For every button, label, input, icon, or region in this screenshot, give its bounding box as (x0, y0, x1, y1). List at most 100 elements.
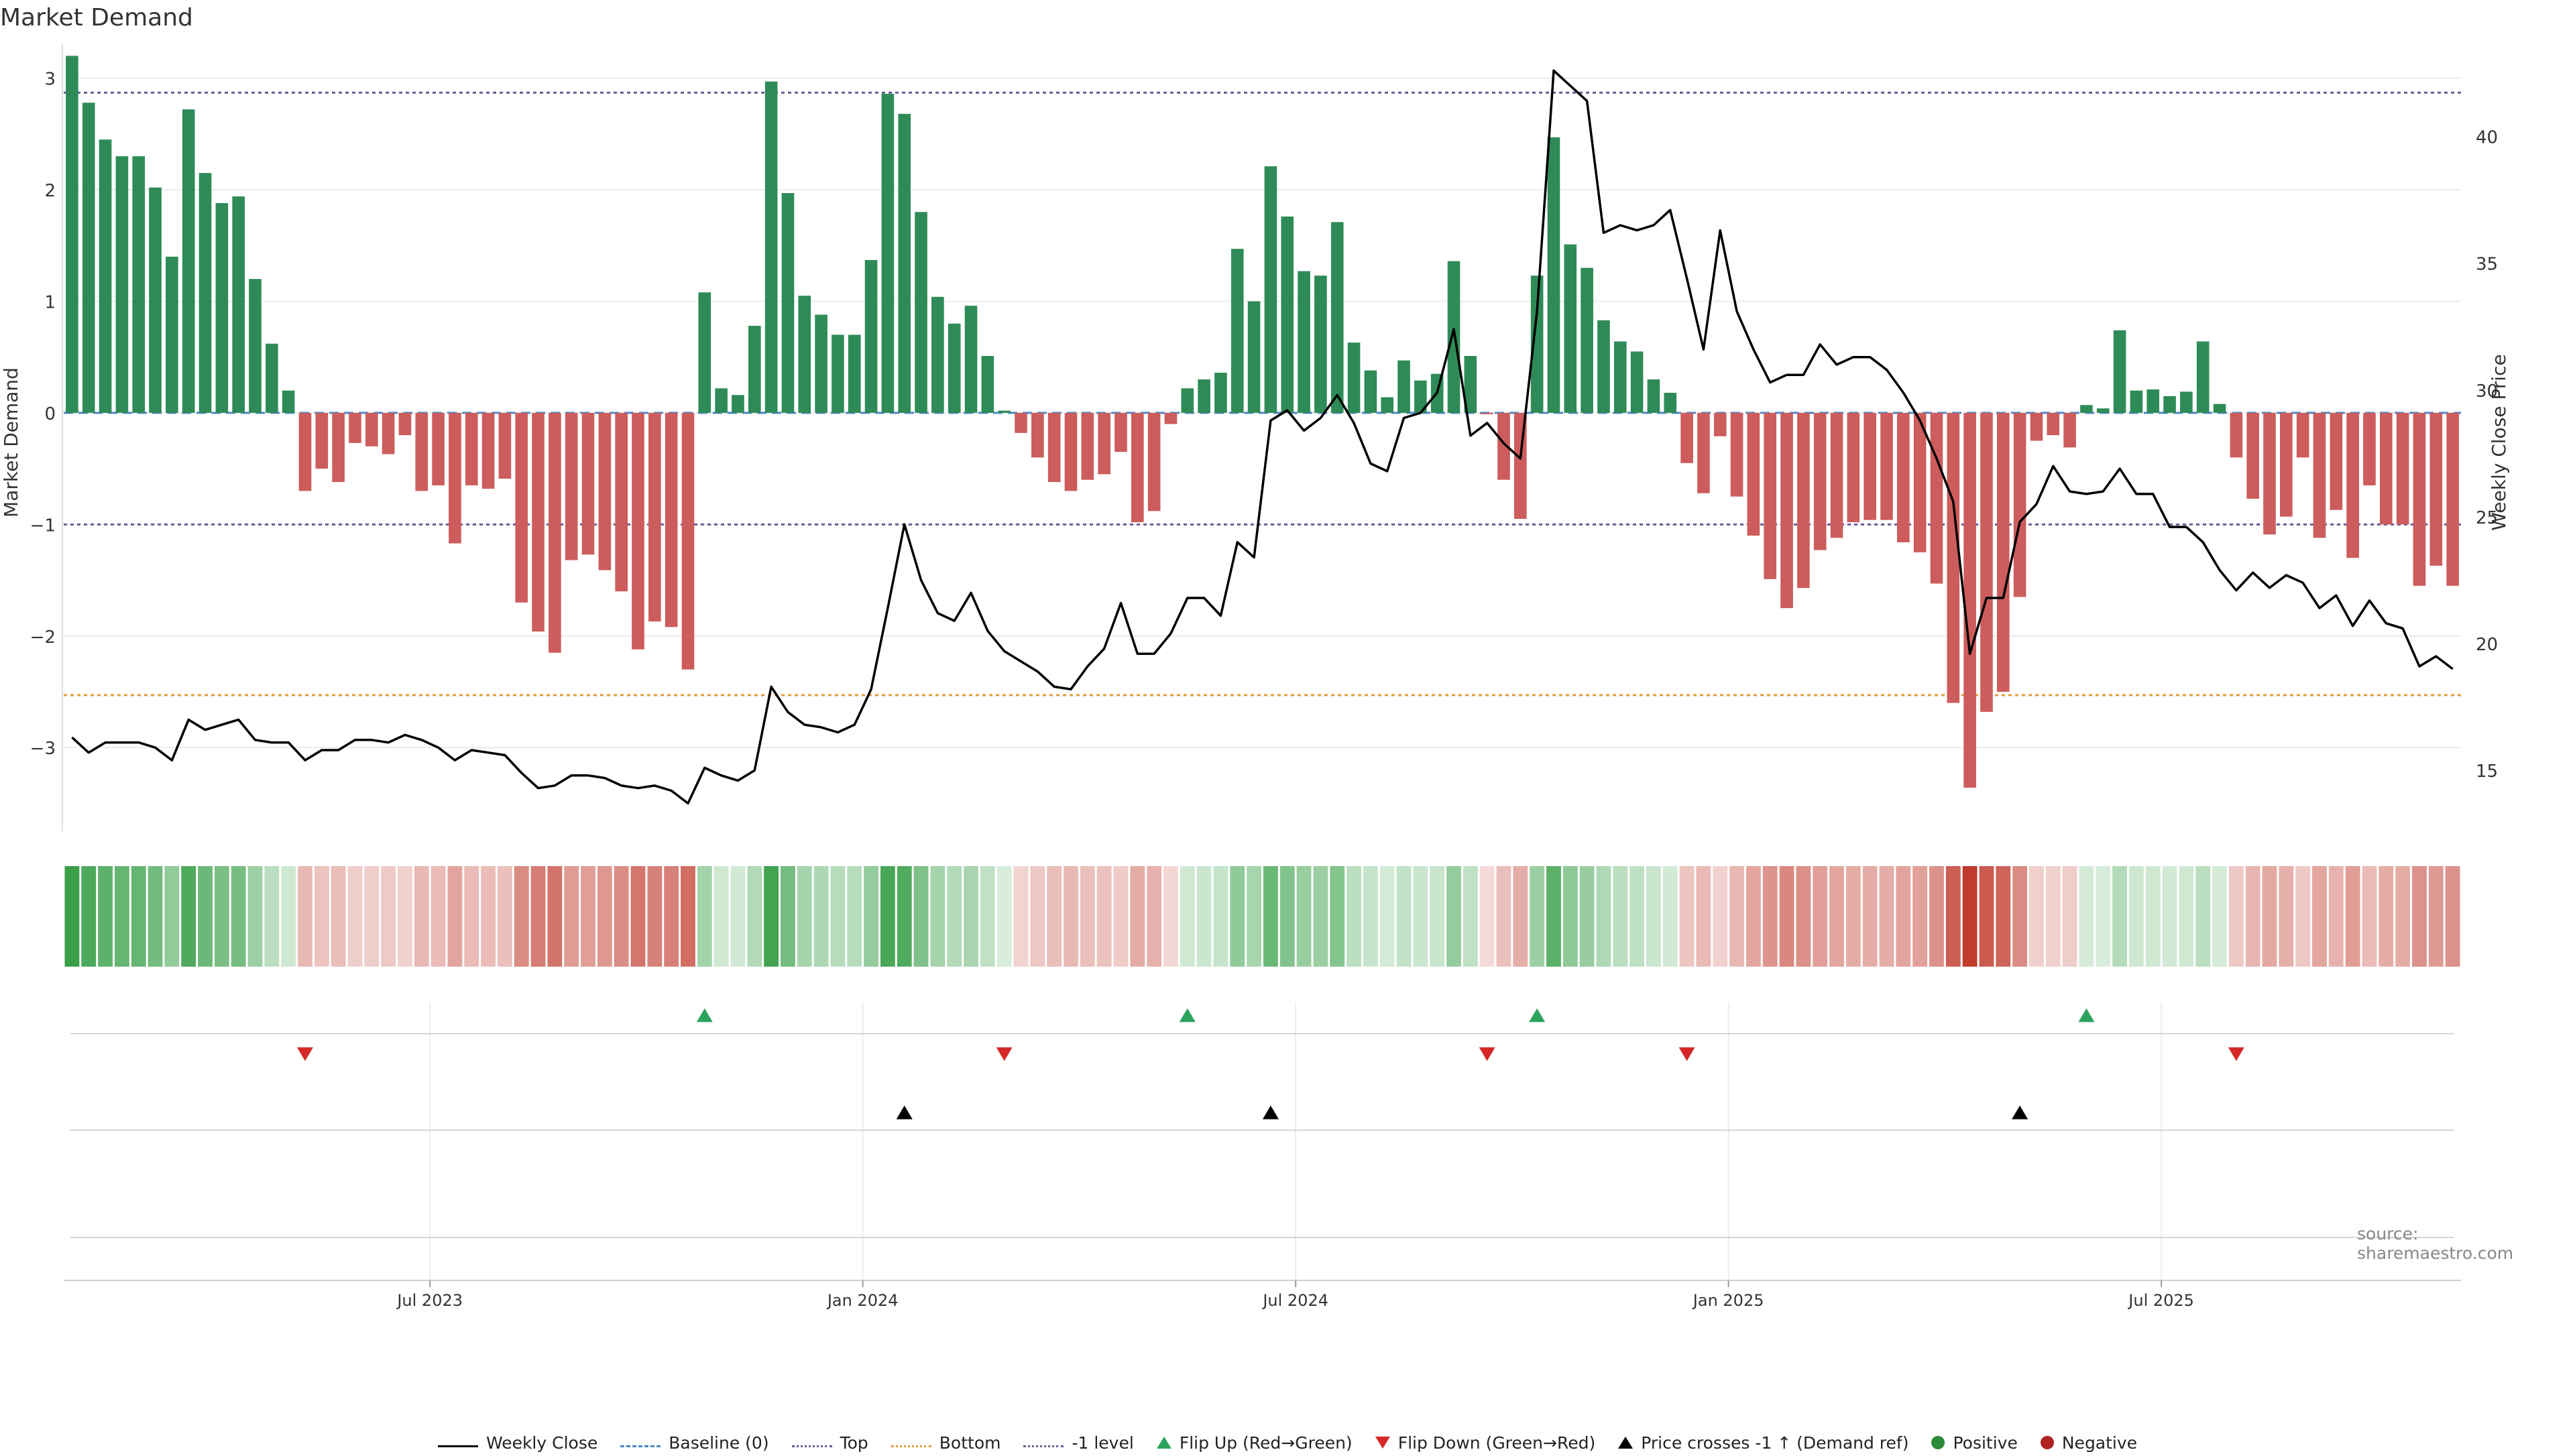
x-tick-label: Jul 2023 (396, 1291, 463, 1310)
heat-cell (181, 866, 196, 967)
legend: Weekly Close Baseline (0) Top Bottom -1 … (0, 1429, 2575, 1456)
demand-bar (1547, 137, 1560, 413)
heat-cell (897, 866, 912, 967)
heat-cell (2279, 866, 2294, 967)
demand-bar (2296, 412, 2309, 458)
demand-bar (2030, 412, 2043, 441)
heat-cell (1945, 866, 1961, 967)
demand-bar (498, 412, 512, 479)
demand-bar (1047, 412, 1061, 483)
demand-bar (1214, 372, 1227, 413)
heat-cell (1347, 866, 1361, 967)
demand-bar (232, 196, 245, 413)
left-axis-ticks: −3 −2 −1 0 1 2 3 (30, 70, 56, 760)
demand-bar (1747, 412, 1760, 536)
heat-cell (1629, 866, 1645, 967)
heat-cell (2212, 866, 2227, 967)
heat-cell (1247, 866, 1262, 967)
demand-bar (2013, 412, 2026, 597)
heat-cell (1513, 866, 1528, 967)
demand-bar (1298, 271, 1310, 413)
demand-bar (2429, 412, 2443, 566)
legend-label: Weekly Close (485, 1433, 598, 1453)
demand-bar (581, 412, 595, 555)
price-cross-marker (896, 1105, 913, 1119)
demand-bar (2313, 412, 2326, 538)
demand-bar (2080, 405, 2093, 413)
demand-bar (1330, 222, 1344, 413)
demand-bar (1147, 412, 1161, 511)
demand-bar (2213, 404, 2226, 413)
demand-bar (182, 109, 195, 413)
heat-cell (1546, 866, 1561, 967)
legend-label: Top (840, 1433, 868, 1453)
demand-bar (1797, 412, 1810, 589)
heat-cell (764, 866, 779, 967)
y-axis-label: Market Demand (0, 367, 22, 518)
heat-cell (581, 866, 595, 967)
heat-cell (980, 866, 995, 967)
heat-cell (730, 866, 746, 967)
demand-bar (132, 156, 146, 413)
demand-bar (66, 56, 78, 413)
demand-bar (166, 256, 178, 413)
demand-bar (615, 412, 628, 592)
demand-bar (815, 314, 827, 413)
reference-lines (64, 91, 2461, 696)
y2-tick-label: 30 (2476, 381, 2498, 402)
heat-cell (2079, 866, 2094, 967)
y-tick-label: 0 (44, 404, 56, 424)
solid-line-icon (437, 1439, 478, 1447)
legend-label: Price crosses -1 ↑ (Demand ref) (1641, 1433, 1909, 1453)
heat-cell (2228, 866, 2244, 967)
demand-bar (515, 412, 528, 603)
demand-bar (82, 103, 95, 413)
price-line-group (71, 69, 2454, 805)
demand-bar (2163, 396, 2176, 413)
demand-bar (698, 292, 711, 413)
demand-bar (398, 412, 412, 436)
legend-label: Positive (1953, 1433, 2018, 1453)
heat-cell (81, 866, 97, 967)
demand-bar (1231, 249, 1244, 413)
heat-cell (1762, 866, 1778, 967)
heat-cell (114, 866, 129, 967)
weekly-close-line (71, 69, 2454, 805)
demand-bar (298, 412, 312, 491)
demand-bar (998, 410, 1011, 413)
heat-cell (747, 866, 762, 967)
legend-item-minus-one: -1 level (1023, 1433, 1134, 1453)
demand-bar (881, 93, 895, 413)
heat-cell (1929, 866, 1944, 967)
heat-cell (697, 866, 712, 967)
heat-cell (1113, 866, 1129, 967)
demand-bar (2346, 412, 2359, 558)
heat-cell (547, 866, 563, 967)
demand-bar (1830, 412, 1843, 538)
heat-cell (2445, 866, 2460, 967)
legend-item-bottom: Bottom (891, 1433, 1000, 1453)
demand-bar (1913, 412, 1927, 552)
heat-cell (1096, 866, 1112, 967)
demand-bar (2246, 412, 2259, 499)
demand-bars (66, 56, 2459, 788)
heat-cell (1813, 866, 1828, 967)
demand-bar (2147, 389, 2160, 413)
heat-cell (1862, 866, 1878, 967)
heat-cell (2112, 866, 2127, 967)
heat-cell (481, 866, 496, 967)
heat-cell (2362, 866, 2377, 967)
heat-cell (1313, 866, 1328, 967)
heat-cell (1463, 866, 1478, 967)
heat-cell (964, 866, 978, 967)
heat-cell (1662, 866, 1678, 967)
demand-bar (1031, 412, 1044, 458)
y-tick-label: 1 (44, 292, 56, 312)
source-note: source: sharemaestro.com (2357, 1224, 2514, 1263)
heat-cell (1446, 866, 1461, 967)
flip-down-marker (1678, 1047, 1695, 1061)
heat-cell (713, 866, 729, 967)
heat-cell (1379, 866, 1395, 967)
demand-bar (748, 326, 761, 413)
heat-cell (647, 866, 663, 967)
